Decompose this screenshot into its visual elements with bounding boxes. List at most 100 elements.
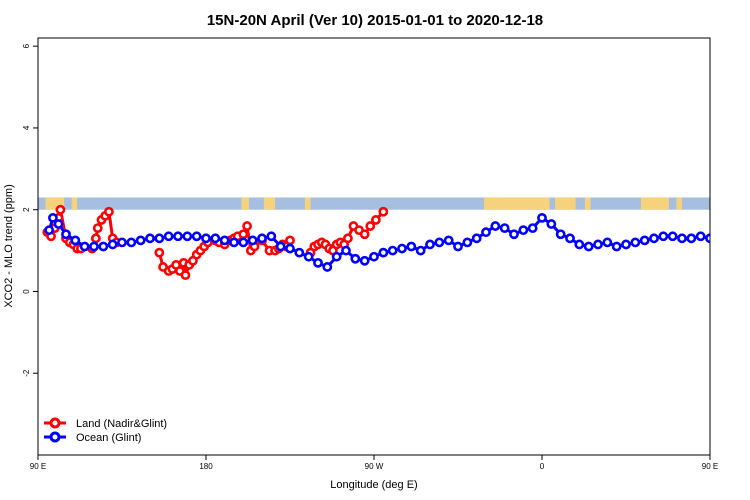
data-point (154, 233, 165, 244)
strip-land-segment (584, 197, 591, 210)
data-point (145, 233, 155, 244)
data-point (686, 233, 697, 244)
data-point (359, 255, 370, 266)
data-point (257, 233, 267, 244)
data-point (621, 239, 631, 250)
data-point (471, 233, 482, 244)
data-point (527, 223, 538, 234)
legend: Land (Nadir&Glint) Ocean (Glint) (44, 417, 167, 444)
data-point (285, 243, 295, 254)
data-point (322, 262, 333, 272)
data-point (443, 235, 454, 246)
data-point (350, 253, 361, 264)
data-point (294, 247, 305, 258)
data-point (341, 245, 351, 256)
legend-ocean-label: Ocean (Glint) (76, 432, 141, 444)
data-point (275, 241, 286, 252)
data-point (658, 231, 669, 242)
legend-land-label: Land (Nadir&Glint) (76, 418, 167, 430)
data-point (378, 206, 389, 217)
x-tick-label: 90 E (702, 462, 718, 471)
data-point (378, 247, 389, 258)
data-point (53, 219, 64, 229)
data-point (387, 245, 398, 256)
data-point (370, 215, 381, 225)
data-point (630, 237, 641, 248)
x-tick-label: 90 E (30, 462, 46, 471)
data-point (163, 231, 174, 242)
data-point (406, 241, 417, 252)
data-point (677, 233, 687, 244)
data-point (397, 243, 407, 254)
data-point (154, 247, 165, 258)
data-point (602, 237, 613, 248)
data-point (705, 233, 710, 244)
data-point (61, 229, 71, 240)
data-point (462, 237, 473, 248)
data-point (90, 233, 101, 244)
x-tick-label: 90 W (365, 462, 384, 471)
data-point (518, 225, 529, 236)
strip-land-segment (263, 197, 276, 210)
data-point (104, 206, 114, 217)
data-point (574, 239, 585, 250)
data-point (70, 235, 81, 246)
data-point (359, 229, 370, 240)
series-layer (42, 204, 710, 281)
x-tick-label: 180 (199, 462, 213, 471)
data-point (695, 231, 706, 242)
strip-land-segment (71, 197, 78, 210)
y-axis: -2 0 2 4 6 (22, 43, 38, 377)
y-tick-label: 6 (22, 43, 31, 48)
x-axis-label: Longitude (deg E) (330, 479, 417, 491)
data-point (210, 233, 221, 244)
data-point (583, 241, 594, 252)
data-point (303, 251, 314, 262)
strip-land-segment (676, 197, 682, 210)
data-point (79, 241, 90, 252)
data-point (266, 231, 277, 242)
data-point (92, 223, 103, 234)
data-point (242, 221, 252, 231)
data-point (369, 251, 379, 262)
data-point (44, 225, 55, 236)
x-tick-label: 0 (540, 462, 545, 471)
data-point (182, 231, 193, 242)
data-point (247, 235, 258, 246)
data-point (201, 233, 211, 244)
data-point (565, 233, 575, 244)
series-ocean (44, 212, 710, 272)
data-point (537, 212, 547, 223)
data-point (313, 257, 323, 268)
data-point (499, 223, 510, 234)
data-point (107, 239, 118, 250)
data-point (425, 239, 435, 250)
data-point (331, 251, 342, 262)
data-point (126, 237, 137, 248)
data-point (219, 235, 230, 246)
chart-title: 15N-20N April (Ver 10) 2015-01-01 to 202… (207, 12, 543, 29)
data-point (490, 221, 501, 231)
y-tick-label: 2 (22, 207, 31, 212)
strip-land-segment (241, 197, 249, 210)
data-point (365, 221, 376, 231)
data-point (509, 229, 519, 240)
data-point (191, 231, 202, 242)
y-axis-label: XCO2 - MLO trend (ppm) (3, 184, 15, 307)
strip-ocean-background (38, 197, 710, 210)
x-axis: 90 E 180 90 W 0 90 E (30, 455, 718, 471)
data-point (342, 233, 353, 244)
data-point (48, 212, 58, 223)
data-point (546, 219, 557, 229)
data-point (238, 229, 249, 240)
data-point (611, 241, 622, 252)
strip-land-segment (555, 197, 576, 210)
land-ocean-strip (38, 197, 710, 210)
y-tick-label: 4 (22, 125, 31, 130)
legend-ocean-marker (49, 431, 61, 443)
data-point (135, 235, 146, 246)
data-point (55, 204, 66, 215)
data-point (481, 227, 491, 238)
data-point (453, 241, 463, 252)
data-point (434, 237, 445, 248)
